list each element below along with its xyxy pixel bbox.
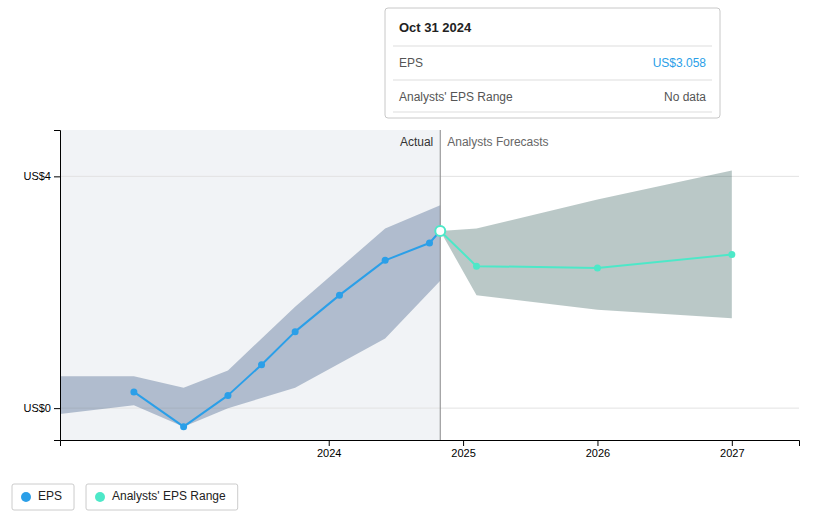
tooltip-separator xyxy=(393,112,712,113)
divider-line xyxy=(440,130,441,440)
x-tick-mark xyxy=(732,440,733,446)
y-tick: US$0 xyxy=(23,402,60,414)
point-marker xyxy=(594,264,601,271)
series-line xyxy=(440,231,732,268)
tooltip-title: Oct 31 2024 xyxy=(399,20,472,35)
x-tick-label: 2026 xyxy=(586,447,610,459)
legend-box xyxy=(12,484,74,510)
chart-svg: 2024 2025 2026 2027 US$0 US$4 Actual Analysts F… xyxy=(0,0,821,520)
legend-swatch xyxy=(95,492,105,502)
x-tick: 2027 xyxy=(720,440,744,459)
x-tick-mark xyxy=(597,440,598,446)
legend-swatch xyxy=(21,492,31,502)
x-tick: 2025 xyxy=(451,440,475,459)
point-marker xyxy=(382,257,389,264)
section-label: Analysts Forecasts xyxy=(447,135,548,149)
legend-item: Analysts' EPS Range xyxy=(86,484,238,510)
x-tick-label: 2027 xyxy=(720,447,744,459)
y-tick-mark xyxy=(54,408,60,409)
point-marker xyxy=(473,263,480,270)
point-marker xyxy=(130,388,137,395)
series-line xyxy=(134,231,440,427)
legend-label: Analysts' EPS Range xyxy=(112,489,226,503)
y-axis: US$0 US$4 xyxy=(23,131,60,441)
legend-item: EPS xyxy=(12,484,74,510)
x-tick-mark xyxy=(329,440,330,446)
legend: EPS Analysts' EPS Range xyxy=(12,484,238,510)
point-marker xyxy=(292,328,299,335)
range-band xyxy=(440,171,732,319)
x-tick-label: 2025 xyxy=(451,447,475,459)
plot-area xyxy=(60,130,799,440)
tooltip: Oct 31 2024 EPS US$3.058 Analysts' EPS Rang… xyxy=(385,8,720,118)
point-marker xyxy=(426,239,433,246)
tooltip-box xyxy=(385,8,720,118)
point-marker xyxy=(258,361,265,368)
tooltip-row-value: No data xyxy=(664,90,706,104)
tooltip-separator xyxy=(393,46,712,47)
x-axis: 2024 2025 2026 2027 xyxy=(61,440,800,459)
x-tick-label: 2024 xyxy=(317,447,341,459)
point-marker xyxy=(180,423,187,430)
join-marker xyxy=(435,226,445,236)
legend-box xyxy=(86,484,238,510)
tooltip-row-value: US$3.058 xyxy=(653,56,707,70)
x-tick: 2026 xyxy=(586,440,610,459)
y-tick-label: US$0 xyxy=(23,402,51,414)
tooltip-separator xyxy=(393,80,712,81)
point-marker xyxy=(728,251,735,258)
legend-label: EPS xyxy=(38,489,62,503)
tooltip-row-label: Analysts' EPS Range xyxy=(399,90,513,104)
y-tick-mark xyxy=(54,176,60,177)
grid-line xyxy=(60,176,799,177)
y-tick-label: US$4 xyxy=(23,170,51,182)
x-axis-line xyxy=(61,441,800,447)
range-band xyxy=(60,205,440,426)
y-axis-line xyxy=(54,131,61,441)
tooltip-row-label: EPS xyxy=(399,56,423,70)
x-tick: 2024 xyxy=(317,440,341,459)
section-label: Actual xyxy=(400,135,433,149)
point-marker xyxy=(336,292,343,299)
y-tick: US$4 xyxy=(23,170,60,182)
x-tick-mark xyxy=(463,440,464,446)
point-marker xyxy=(224,392,231,399)
